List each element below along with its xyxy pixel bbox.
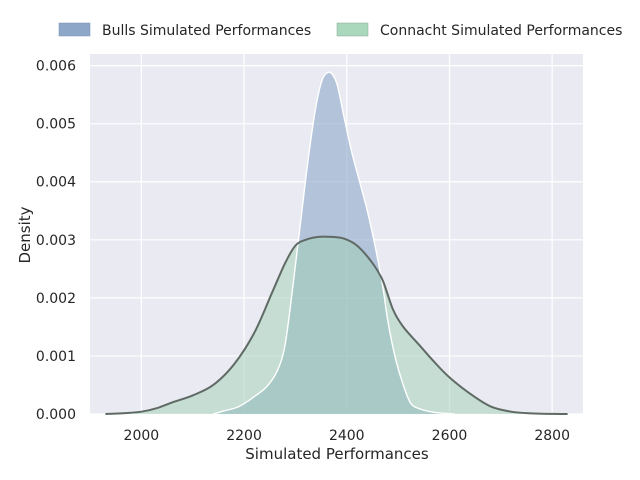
x-axis-ticks: 2000 2200 2400 2600 2800 — [124, 428, 570, 444]
bulls-density-line — [213, 71, 455, 415]
y-tick-label: 0.001 — [36, 349, 76, 365]
legend-swatch-connacht — [336, 22, 369, 37]
x-tick-label: 2400 — [329, 428, 365, 444]
y-tick-label: 0.006 — [36, 59, 76, 75]
x-tick-label: 2800 — [534, 428, 570, 444]
legend-label-bulls: Bulls Simulated Performances — [102, 23, 311, 39]
legend-label-connacht: Connacht Simulated Performances — [380, 23, 622, 39]
legend: Bulls Simulated Performances Connacht Si… — [58, 22, 622, 39]
y-tick-label: 0.004 — [36, 175, 76, 191]
y-tick-label: 0.005 — [36, 117, 76, 133]
connacht-density-line — [105, 235, 568, 415]
legend-swatch-bulls — [58, 22, 91, 37]
y-axis-title: Density — [16, 206, 34, 263]
x-tick-label: 2000 — [124, 428, 160, 444]
x-axis-title: Simulated Performances — [245, 445, 429, 463]
y-axis-ticks: 0.000 0.001 0.002 0.003 0.004 0.005 0.006 — [36, 59, 76, 423]
x-tick-label: 2200 — [226, 428, 262, 444]
y-tick-label: 0.000 — [36, 407, 76, 423]
y-tick-label: 0.002 — [36, 291, 76, 307]
y-tick-label: 0.003 — [36, 233, 76, 249]
x-tick-label: 2600 — [432, 428, 468, 444]
density-areas — [105, 71, 568, 415]
connacht-density-area — [105, 236, 568, 414]
